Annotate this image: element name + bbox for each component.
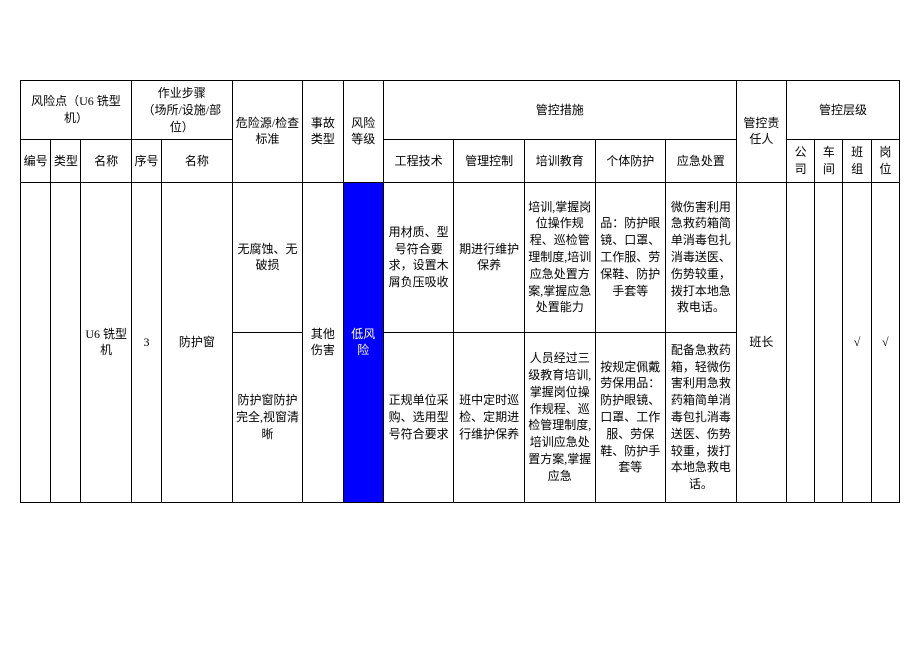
cell-mgmt: 期进行维护保养 bbox=[454, 182, 525, 332]
th-risk-level: 风险等级 bbox=[343, 81, 383, 183]
th-work-step: 作业步骤 （场所/设施/部位） bbox=[131, 81, 232, 140]
th-seq: 序号 bbox=[131, 140, 161, 183]
th-measures: 管控措施 bbox=[383, 81, 736, 140]
th-ppe: 个体防护 bbox=[595, 140, 666, 183]
th-company: 公司 bbox=[787, 140, 815, 183]
th-step-name: 名称 bbox=[162, 140, 233, 183]
cell-train: 培训,掌握岗位操作规程、巡检管理制度,培训应急处置方案,掌握应急处置能力 bbox=[524, 182, 595, 332]
th-type: 类型 bbox=[51, 140, 81, 183]
th-control-level: 管控层级 bbox=[787, 81, 900, 140]
th-num: 编号 bbox=[21, 140, 51, 183]
cell-name: U6 铣型机 bbox=[81, 182, 131, 502]
th-position: 岗位 bbox=[871, 140, 899, 183]
cell-num bbox=[21, 182, 51, 502]
cell-type bbox=[51, 182, 81, 502]
cell-eng: 正规单位采购、选用型号符合要求 bbox=[383, 332, 454, 502]
cell-emerg: 微伤害利用急救药箱简单消毒包扎消毒送医、伤势较重，拨打本地急救电话。 bbox=[666, 182, 737, 332]
cell-hazard: 防护窗防护完全,视窗清晰 bbox=[232, 332, 303, 502]
th-responsible: 管控责任人 bbox=[736, 81, 786, 183]
risk-table: 风险点（U6 铣型机） 作业步骤 （场所/设施/部位） 危险源/检查标准 事故类… bbox=[20, 80, 900, 503]
table-row: U6 铣型机 3 防护窗 无腐蚀、无破损 其他伤害 低风险 用材质、型号符合要求… bbox=[21, 182, 900, 332]
cell-responsible: 班长 bbox=[736, 182, 786, 502]
th-workshop: 车间 bbox=[815, 140, 843, 183]
cell-ppe: 按规定佩戴劳保用品：防护眼镜、口罩、工作服、劳保鞋、防护手套等 bbox=[595, 332, 666, 502]
cell-mgmt: 班中定时巡检、定期进行维护保养 bbox=[454, 332, 525, 502]
th-train: 培训教育 bbox=[524, 140, 595, 183]
cell-seq: 3 bbox=[131, 182, 161, 502]
cell-train: 人员经过三级教育培训,掌握岗位操作规程、巡检管理制度,培训应急处置方案,掌握应急 bbox=[524, 332, 595, 502]
th-risk-point: 风险点（U6 铣型机） bbox=[21, 81, 132, 140]
th-emerg: 应急处置 bbox=[666, 140, 737, 183]
cell-team: √ bbox=[843, 182, 871, 502]
th-accident: 事故类型 bbox=[303, 81, 343, 183]
cell-ppe: 品：防护眼镜、口罩、工作服、劳保鞋、防护手套等 bbox=[595, 182, 666, 332]
cell-eng: 用材质、型号符合要求，设置木屑负压吸收 bbox=[383, 182, 454, 332]
th-team: 班组 bbox=[843, 140, 871, 183]
cell-stepname: 防护窗 bbox=[162, 182, 233, 502]
cell-company bbox=[787, 182, 815, 502]
th-eng: 工程技术 bbox=[383, 140, 454, 183]
cell-position: √ bbox=[871, 182, 899, 502]
cell-risklevel: 低风险 bbox=[343, 182, 383, 502]
th-mgmt: 管理控制 bbox=[454, 140, 525, 183]
th-name: 名称 bbox=[81, 140, 131, 183]
th-hazard: 危险源/检查标准 bbox=[232, 81, 303, 183]
cell-workshop bbox=[815, 182, 843, 502]
cell-emerg: 配备急救药箱，轻微伤害利用急救药箱简单消毒包扎消毒送医、伤势较重，拨打本地急救电… bbox=[666, 332, 737, 502]
cell-acctype: 其他伤害 bbox=[303, 182, 343, 502]
cell-hazard: 无腐蚀、无破损 bbox=[232, 182, 303, 332]
